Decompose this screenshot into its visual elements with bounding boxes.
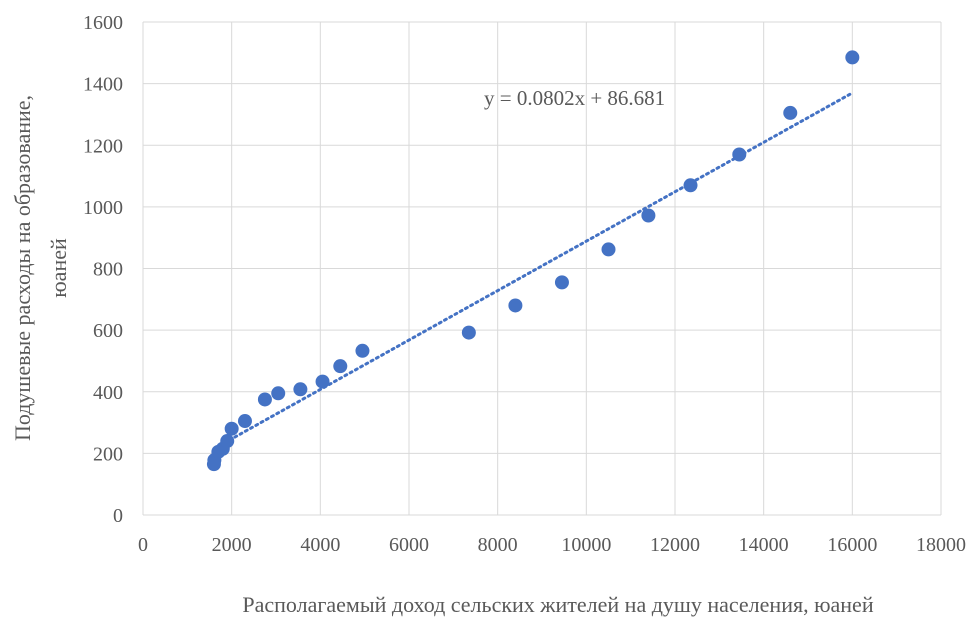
y-tick-label-1: 200 [93, 443, 123, 465]
x-tick-label-1: 2000 [212, 534, 252, 556]
data-point-12 [355, 343, 370, 358]
y-tick-label-4: 800 [93, 259, 123, 281]
x-axis-title: Располагаемый доход сельских жителей на … [242, 592, 873, 617]
x-tick-labels: 0 2000 4000 6000 8000 10000 12000 14000 16000 180… [138, 534, 966, 556]
data-point-10 [315, 374, 330, 389]
data-point-7 [257, 392, 272, 407]
x-tick-label-3: 6000 [389, 534, 429, 556]
x-tick-label-9: 18000 [916, 534, 966, 556]
y-tick-label-0: 0 [113, 505, 123, 527]
x-tick-label-2: 4000 [300, 534, 340, 556]
y-tick-label-7: 1400 [83, 74, 123, 96]
y-tick-label-3: 600 [93, 320, 123, 342]
data-point-18 [683, 178, 698, 193]
data-point-9 [293, 382, 308, 397]
y-tick-label-8: 1600 [83, 12, 123, 34]
x-tick-label-6: 12000 [650, 534, 700, 556]
x-tick-label-4: 8000 [478, 534, 518, 556]
data-point-11 [333, 359, 348, 374]
data-point-15 [554, 275, 569, 290]
data-point-17 [641, 208, 656, 223]
data-point-6 [237, 414, 252, 429]
y-axis-title-line-2: юаней [46, 238, 71, 298]
x-tick-label-5: 10000 [561, 534, 611, 556]
data-points [206, 50, 860, 472]
gridlines [142, 21, 942, 516]
trendline-layer [212, 91, 854, 451]
x-tick-label-7: 14000 [739, 534, 789, 556]
data-point-20 [783, 105, 798, 120]
data-point-16 [601, 242, 616, 257]
data-point-13 [461, 325, 476, 340]
y-tick-label-2: 400 [93, 382, 123, 404]
y-axis-title-line-1: Подушевые расходы на образование, [10, 95, 35, 441]
data-point-5 [224, 421, 239, 436]
trendline [212, 91, 854, 451]
trendline-equation: y = 0.0802x + 86.681 [484, 86, 665, 110]
data-point-8 [271, 386, 286, 401]
x-tick-label-8: 16000 [827, 534, 877, 556]
data-point-4 [220, 434, 235, 449]
data-point-21 [845, 50, 860, 65]
x-tick-label-0: 0 [138, 534, 148, 556]
data-point-19 [732, 147, 747, 162]
y-tick-label-5: 1000 [83, 197, 123, 219]
y-tick-labels: 0 200 400 600 800 1000 1200 1400 1600 [83, 12, 123, 527]
y-tick-label-6: 1200 [83, 135, 123, 157]
data-point-14 [508, 298, 523, 313]
